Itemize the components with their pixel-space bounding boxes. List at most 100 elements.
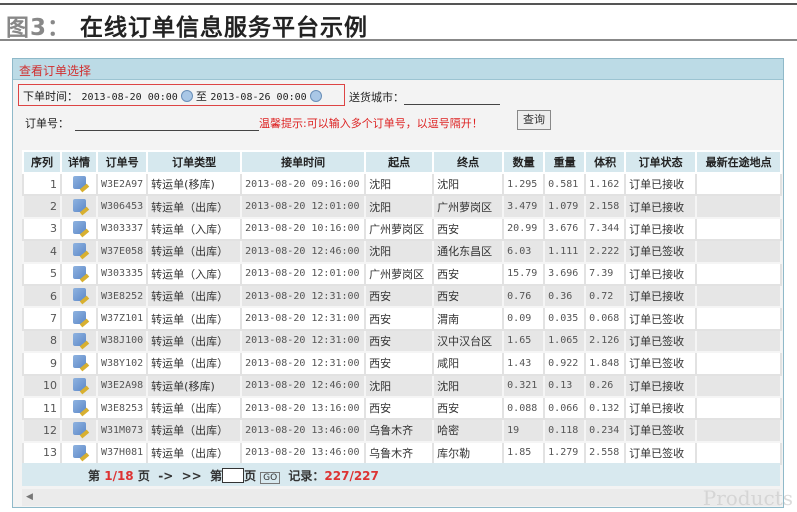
figure-number: 图3： (6, 15, 72, 41)
details-cell[interactable] (60, 283, 98, 309)
cell: 订单已签收 (624, 351, 698, 376)
go-button[interactable]: GO (260, 472, 281, 484)
table-row[interactable]: 1 W3E2A97 转运单(移库) 2013-08-20 09:16:00 沈阳 沈阳 1.… (22, 171, 783, 197)
cell: 13 (22, 440, 62, 466)
cell: 0.035 (543, 306, 587, 331)
table-row[interactable]: 5 W303335 转运单（入库） 2013-08-20 12:01:00 广州萝岗区西… (22, 261, 783, 286)
details-cell[interactable] (60, 194, 98, 219)
page-prefix: 第 (88, 469, 101, 483)
details-edit-icon[interactable] (72, 176, 86, 190)
column-header: 重量 (543, 150, 587, 174)
query-button[interactable]: 查询 (517, 110, 551, 130)
cell: 0.922 (543, 351, 587, 376)
details-edit-icon[interactable] (72, 198, 86, 212)
table-row[interactable]: 10 W3E2A98 转运单(移库) 2013-08-20 12:46:00 沈阳 沈阳 0… (22, 373, 783, 398)
cell (695, 306, 783, 331)
details-edit-icon[interactable] (72, 355, 86, 369)
table-row[interactable]: 7 W37Z101 转运单（出库） 2013-08-20 12:31:00 西安 渭南 0.… (22, 306, 783, 331)
clock-icon[interactable] (309, 90, 322, 102)
cell: 0.76 (502, 283, 546, 309)
table-row[interactable]: 6 W3E8252 转运单（出库） 2013-08-20 12:31:00 西安 西安 0.… (22, 283, 783, 309)
cell: 通化东昌区 (432, 239, 505, 264)
city-input[interactable] (404, 92, 500, 105)
table-row[interactable]: 4 W37E058 转运单（出库） 2013-08-20 12:46:00 沈阳 通化东昌… (22, 239, 783, 264)
cell: W38J100 (95, 328, 149, 354)
details-edit-icon[interactable] (72, 377, 86, 391)
column-header: 数量 (502, 150, 546, 174)
cell: 西安 (364, 306, 435, 331)
cell: 4 (22, 239, 62, 264)
cell (695, 261, 783, 286)
cell: W303337 (95, 216, 149, 242)
column-header: 终点 (432, 150, 505, 174)
details-edit-icon[interactable] (72, 220, 86, 234)
cell: 3.696 (543, 261, 587, 286)
details-cell[interactable] (60, 216, 98, 242)
cell: 1.279 (543, 440, 587, 466)
table-row[interactable]: 8 W38J100 转运单（出库） 2013-08-20 12:31:00 西安 汉中汉台… (22, 328, 783, 354)
cell: 0.321 (502, 373, 546, 398)
date-range-filter: 下单时间： 2013-08-20 00:00 至 2013-08-26 00:00 (18, 84, 345, 106)
cell (695, 440, 783, 466)
details-edit-icon[interactable] (72, 422, 86, 436)
details-edit-icon[interactable] (72, 288, 86, 302)
details-cell[interactable] (60, 351, 98, 376)
cell: 转运单（出库） (146, 283, 243, 309)
table-row[interactable]: 2 W306453 转运单（出库） 2013-08-20 12:01:00 沈阳 广州萝岗… (22, 194, 783, 219)
page-suffix: 页 (137, 469, 150, 483)
cell: 0.581 (543, 171, 587, 197)
details-cell[interactable] (60, 373, 98, 398)
details-edit-icon[interactable] (72, 400, 86, 414)
horizontal-scrollbar[interactable]: ◀ (22, 489, 780, 506)
details-cell[interactable] (60, 328, 98, 354)
cell: 西安 (364, 351, 435, 376)
details-cell[interactable] (60, 239, 98, 264)
cell (695, 418, 783, 443)
cell: 广州萝岗区 (364, 216, 435, 242)
cell: W37Z101 (95, 306, 149, 331)
table-row[interactable]: 13 W37H081 转运单（出库） 2013-08-20 13:46:00 乌鲁木齐库… (22, 440, 783, 466)
table-row[interactable]: 11 W3E8253 转运单（出库） 2013-08-20 13:16:00 西安 西安 0… (22, 395, 783, 421)
date-label: 下单时间： (23, 90, 78, 103)
cell: 沈阳 (364, 239, 435, 264)
details-cell[interactable] (60, 306, 98, 331)
clock-icon[interactable] (180, 90, 193, 102)
to-label: 至 (195, 90, 207, 103)
details-cell[interactable] (60, 395, 98, 421)
order-number-input[interactable] (75, 118, 259, 131)
cell: 12 (22, 418, 62, 443)
cell: 20.99 (502, 216, 546, 242)
next-page-link[interactable]: -> (158, 469, 174, 483)
cell: 0.26 (584, 373, 627, 398)
table-row[interactable]: 12 W31M073 转运单（出库） 2013-08-20 13:46:00 乌鲁木齐哈… (22, 418, 783, 443)
cell: 2.158 (584, 194, 627, 219)
scroll-left-arrow-icon[interactable]: ◀ (26, 492, 33, 502)
cell: 订单已签收 (624, 239, 698, 264)
details-edit-icon[interactable] (72, 332, 86, 346)
watermark-logo: Products (702, 486, 793, 510)
cell: 3 (22, 216, 62, 242)
cell: 库尔勒 (432, 440, 505, 466)
table-row[interactable]: 3 W303337 转运单（入库） 2013-08-20 10:16:00 广州萝岗区西… (22, 216, 783, 242)
details-edit-icon[interactable] (72, 265, 86, 279)
table-row[interactable]: 9 W38Y102 转运单（出库） 2013-08-20 12:31:00 西安 咸阳 1.… (22, 351, 783, 376)
column-header: 体积 (584, 150, 627, 174)
details-cell[interactable] (60, 171, 98, 197)
details-edit-icon[interactable] (72, 310, 86, 324)
cell: 咸阳 (432, 351, 505, 376)
cell: 0.132 (584, 395, 627, 421)
last-page-link[interactable]: >> (181, 469, 202, 483)
goto-prefix: 第 (210, 469, 223, 483)
details-cell[interactable] (60, 418, 98, 443)
details-cell[interactable] (60, 261, 98, 286)
details-edit-icon[interactable] (72, 243, 86, 257)
goto-page-input[interactable] (222, 468, 245, 483)
cell: 6.03 (502, 239, 546, 264)
date-to-input[interactable]: 2013-08-26 00:00 (210, 92, 307, 103)
date-from-input[interactable]: 2013-08-20 00:00 (81, 92, 178, 103)
details-edit-icon[interactable] (72, 444, 86, 458)
cell: 渭南 (432, 306, 505, 331)
cell: 1 (22, 171, 62, 197)
details-cell[interactable] (60, 440, 98, 466)
cell: 2.126 (584, 328, 627, 354)
